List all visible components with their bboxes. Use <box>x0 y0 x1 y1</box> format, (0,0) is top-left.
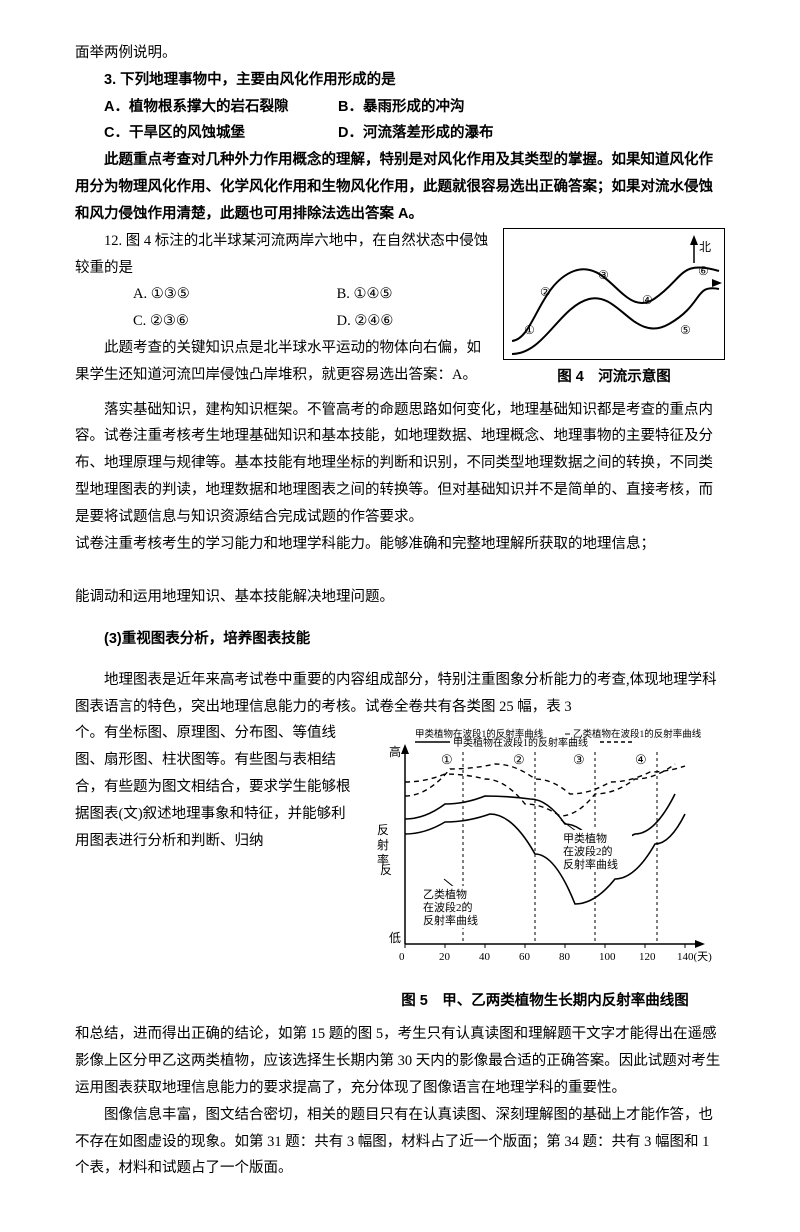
svg-text:反射率曲线: 反射率曲线 <box>423 913 478 927</box>
q12-C: C. ②③⑥ <box>133 308 333 335</box>
foundation-para: 落实基础知识，建构知识框架。不管高考的命题思路如何变化，地理基础知识都是考查的重… <box>75 397 725 531</box>
river-marker: ① <box>524 319 535 341</box>
fig5-caption: 图 5 甲、乙两类植物生长期内反射率曲线图 <box>365 988 725 1015</box>
q3-opts-row2: C．干旱区的风蚀城堡 D．河流落差形成的瀑布 <box>75 120 725 147</box>
q3-explain: 此题重点考查对几种外力作用概念的理解，特别是对风化作用及其类型的掌握。如果知道风… <box>75 147 725 227</box>
sect3-para-c: 和总结，进而得出正确的结论，如第 15 题的图 5，考生只有认真读图和理解题干文… <box>75 1021 725 1101</box>
q3-D: D．河流落差形成的瀑布 <box>338 125 493 141</box>
svg-text:反射率曲线: 反射率曲线 <box>563 857 618 871</box>
svg-text:④: ④ <box>635 752 647 767</box>
svg-text:②: ② <box>513 752 525 767</box>
q3-A: A．植物根系撑大的岩石裂隙 <box>104 94 334 121</box>
q12-A: A. ①③⑤ <box>133 281 333 308</box>
sect3-para-a: 地理图表是近年来高考试卷中重要的内容组成部分，特别注重图象分析能力的考查,体现地… <box>75 667 725 721</box>
svg-text:①: ① <box>441 752 453 767</box>
river-marker: ⑥ <box>698 260 709 282</box>
sect3-title: (3)重视图表分析，培养图表技能 <box>75 626 725 653</box>
q3-B: B．暴雨形成的冲沟 <box>338 99 464 115</box>
svg-text:射: 射 <box>377 837 389 852</box>
north-label: 北 <box>699 240 711 254</box>
svg-text:高: 高 <box>389 744 401 759</box>
svg-text:0: 0 <box>399 951 405 963</box>
q3-exp-a: 此题重点考查对 <box>104 152 206 168</box>
intro-tail: 面举两例说明。 <box>75 40 725 67</box>
svg-text:在波段2的: 在波段2的 <box>563 844 613 858</box>
q12-D: D. ②④⑥ <box>337 313 394 329</box>
svg-text:③: ③ <box>573 752 585 767</box>
svg-text:100: 100 <box>599 951 616 963</box>
svg-text:60: 60 <box>519 951 531 963</box>
river-marker: ② <box>540 281 551 303</box>
fig5-chart: 高 低 反 反 射 率 甲类植物在波段1的反射率曲线 <box>365 724 725 984</box>
svg-text:40: 40 <box>479 951 491 963</box>
svg-text:20: 20 <box>439 951 451 963</box>
q12-B: B. ①④⑤ <box>337 286 393 302</box>
river-marker: ⑤ <box>680 319 691 341</box>
blank-line <box>75 557 725 584</box>
ability-line2: 能调动和运用地理知识、基本技能解决地理问题。 <box>75 584 725 611</box>
svg-text:甲类植物: 甲类植物 <box>563 831 607 845</box>
svg-text:甲类植物在波段1的反射率曲线: 甲类植物在波段1的反射率曲线 <box>415 728 544 740</box>
river-marker: ③ <box>598 264 609 286</box>
q3-exp-b: 几种外力作用概念的理解 <box>206 152 366 168</box>
svg-text:率: 率 <box>377 852 389 867</box>
fig4-river-diagram: 北 ①② ③ ④ ⑤ ⑥ <box>503 228 725 360</box>
fig5-container: 高 低 反 反 射 率 甲类植物在波段1的反射率曲线 <box>365 724 725 1015</box>
ability-line: 试卷注重考核考生的学习能力和地理学科能力。能够准确和完整地理解所获取的地理信息； <box>75 531 725 558</box>
svg-text:乙类植物在波段1的反射率曲线: 乙类植物在波段1的反射率曲线 <box>573 728 702 740</box>
svg-text:乙类植物: 乙类植物 <box>423 887 467 901</box>
q3-C: C．干旱区的风蚀城堡 <box>104 120 334 147</box>
q3-stem: 3. 下列地理事物中，主要由风化作用形成的是 <box>75 67 725 94</box>
svg-text:在波段2的: 在波段2的 <box>423 900 473 914</box>
svg-text:140(天): 140(天) <box>677 951 712 963</box>
svg-text:低: 低 <box>389 931 401 945</box>
fig4-caption: 图 4 河流示意图 <box>503 364 725 391</box>
sect3-para-d: 图像信息丰富，图文结合密切，相关的题目只有在认真读图、深刻理解图的基础上才能作答… <box>75 1102 725 1182</box>
svg-text:80: 80 <box>559 951 571 963</box>
svg-text:120: 120 <box>639 951 656 963</box>
fig4-container: 北 ①② ③ ④ ⑤ ⑥ 图 4 河流示意图 <box>503 228 725 391</box>
svg-text:反: 反 <box>377 823 389 837</box>
river-marker: ④ <box>642 289 653 311</box>
q3-opts-row1: A．植物根系撑大的岩石裂隙 B．暴雨形成的冲沟 <box>75 94 725 121</box>
